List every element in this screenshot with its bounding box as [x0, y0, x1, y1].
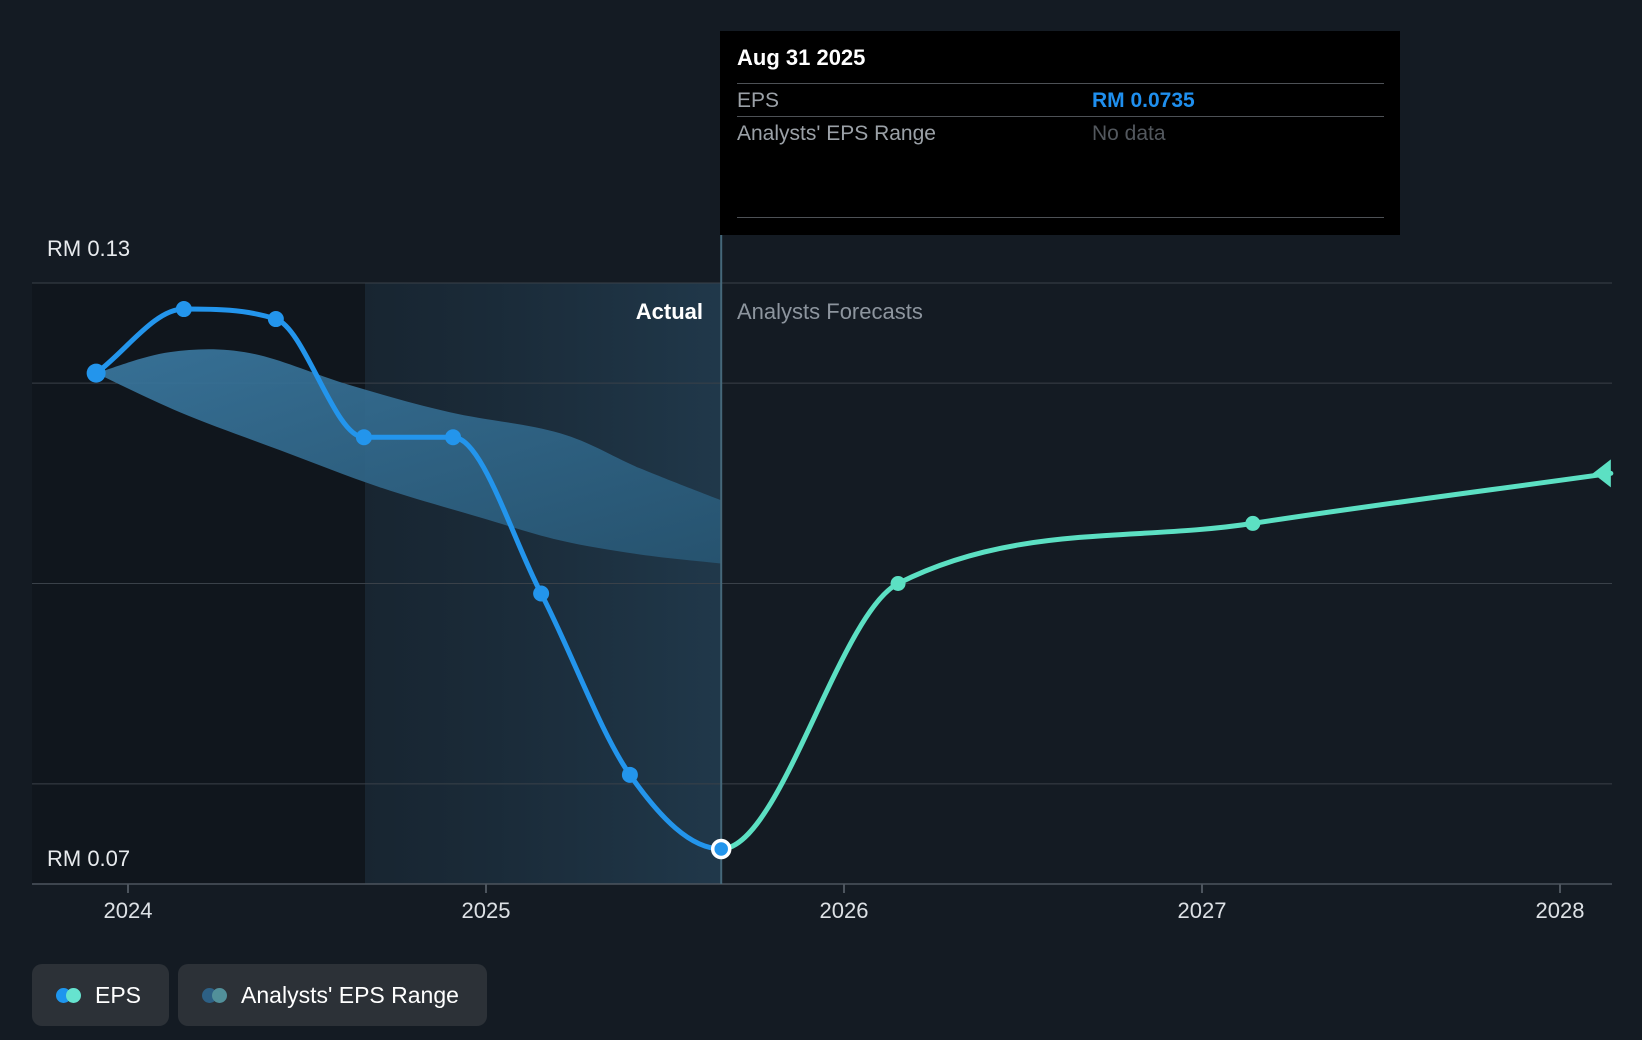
x-tick-2028: 2028: [1535, 898, 1585, 923]
tooltip-date: Aug 31 2025: [737, 45, 866, 70]
eps-forecast-line: [718, 470, 1614, 852]
legend-eps-label: EPS: [95, 981, 142, 1008]
forecast-end-marker: [1592, 459, 1611, 488]
legend-item-analysts-eps-range[interactable]: Analysts' EPS Range: [178, 964, 487, 1026]
forecast-data-points[interactable]: [890, 515, 1261, 591]
tooltip-divider: [737, 116, 1384, 117]
gridlines: [32, 282, 1612, 785]
x-tick-2025: 2025: [461, 898, 511, 923]
y-min-label: RM 0.07: [47, 846, 131, 871]
hover-tooltip: Aug 31 2025 EPS RM 0.0735 Analysts' EPS …: [720, 31, 1400, 235]
tooltip-range-value: No data: [1092, 122, 1166, 145]
chart-legend: EPS Analysts' EPS Range: [32, 964, 487, 1026]
tooltip-divider: [737, 217, 1384, 218]
highlighted-point-aug-2025: [710, 838, 732, 860]
actual-section-label: Actual: [635, 299, 703, 324]
legend-item-eps[interactable]: EPS: [32, 964, 170, 1026]
analysts-range-legend-icon: [202, 987, 228, 1003]
y-max-label: RM 0.13: [47, 236, 131, 261]
eps-legend-icon: [56, 987, 81, 1003]
actual-data-points[interactable]: [86, 301, 732, 860]
tooltip-divider: [737, 83, 1384, 84]
legend-range-label: Analysts' EPS Range: [241, 981, 459, 1008]
analysts-range-band-area: [96, 349, 722, 564]
eps-actual-line: [93, 306, 724, 852]
tooltip-row-eps: EPS RM 0.0735: [737, 85, 1384, 116]
x-axis: [32, 883, 1612, 893]
x-tick-2027: 2027: [1177, 898, 1227, 923]
tooltip-eps-value: RM 0.0735: [1092, 89, 1195, 112]
tooltip-range-label: Analysts' EPS Range: [737, 122, 936, 145]
x-tick-2024: 2024: [103, 898, 153, 923]
tooltip-eps-label: EPS: [737, 89, 780, 112]
tooltip-row-range: Analysts' EPS Range No data: [737, 118, 1384, 149]
forecast-section-label: Analysts Forecasts: [737, 299, 923, 324]
x-tick-2026: 2026: [819, 898, 869, 923]
